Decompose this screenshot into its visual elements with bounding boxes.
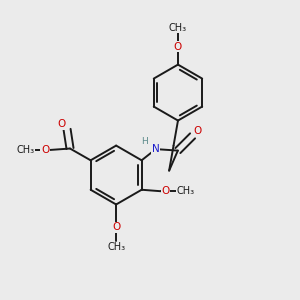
Text: O: O (194, 126, 202, 136)
Text: O: O (41, 145, 49, 155)
Text: O: O (57, 119, 65, 129)
Text: CH₃: CH₃ (177, 186, 195, 196)
Text: H: H (141, 137, 148, 146)
Text: O: O (174, 42, 182, 52)
Text: O: O (112, 222, 120, 232)
Text: N: N (152, 144, 160, 154)
Text: CH₃: CH₃ (17, 145, 35, 155)
Text: CH₃: CH₃ (169, 23, 187, 33)
Text: O: O (161, 186, 169, 196)
Text: CH₃: CH₃ (107, 242, 125, 252)
